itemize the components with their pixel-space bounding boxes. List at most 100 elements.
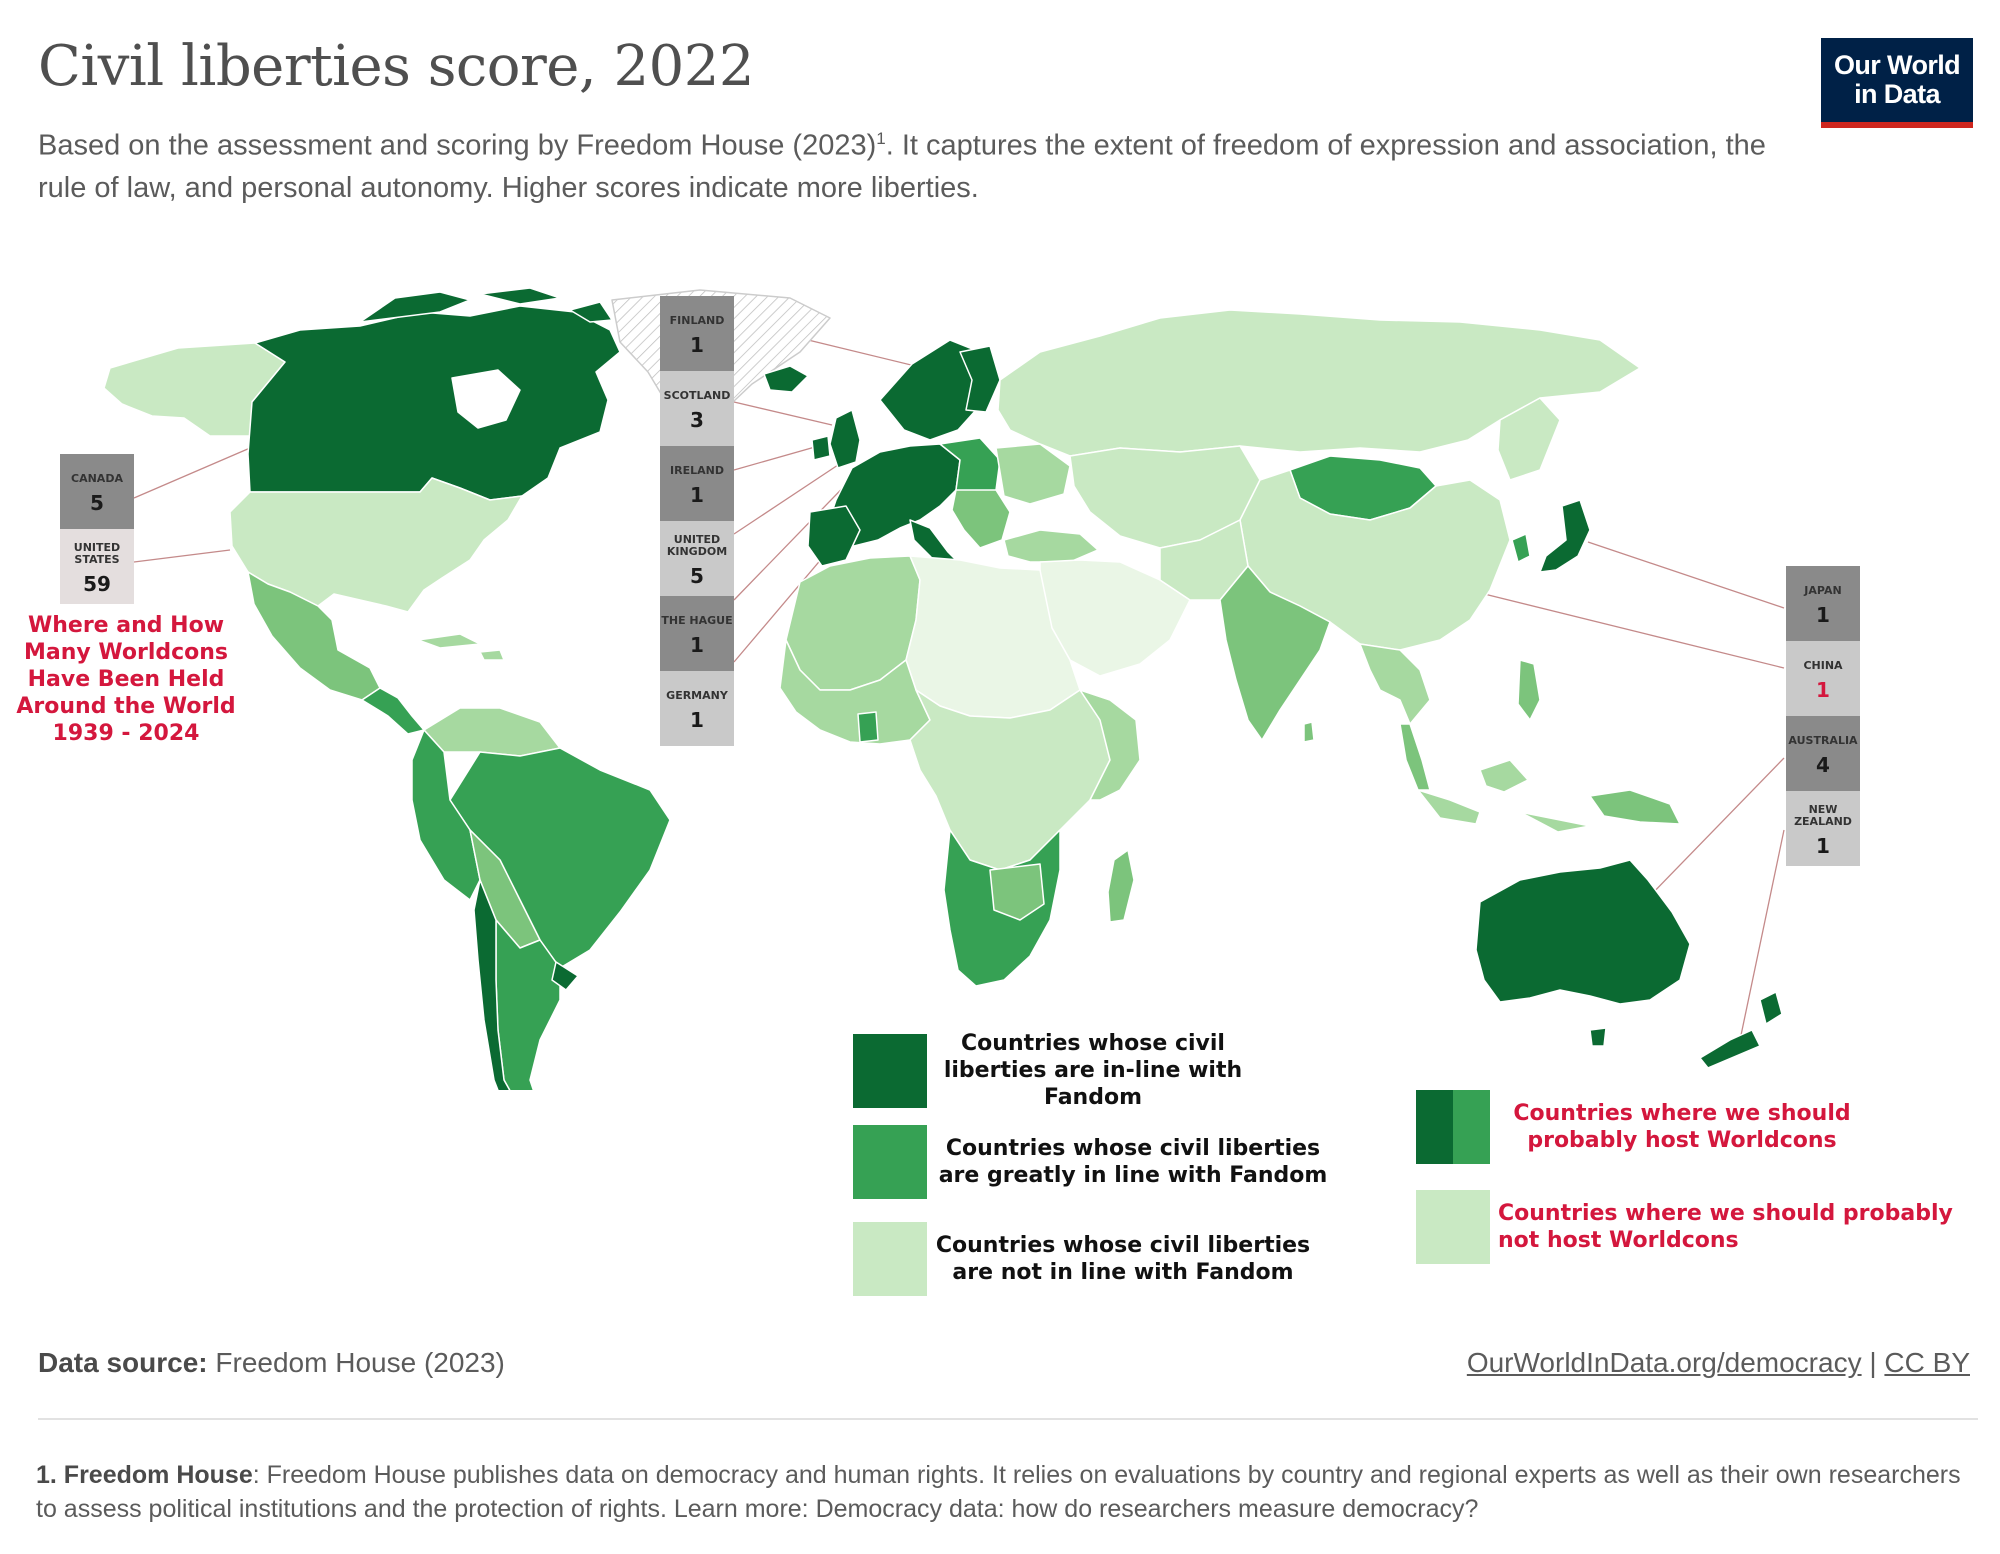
worldcon-cell-united-kingdom: United Kingdom 5: [660, 521, 734, 596]
legend-swatch-light: [853, 1222, 927, 1296]
logo-line-1: Our World: [1833, 50, 1961, 80]
indonesia[interactable]: [1417, 759, 1591, 833]
owid-logo[interactable]: Our World in Data: [1821, 38, 1973, 128]
balkans[interactable]: [951, 489, 1011, 549]
source-value: Freedom House (2023): [215, 1347, 505, 1378]
worldcon-stack-europe: Finland 1 Scotland 3 Ireland 1 United Kingdom 5…: [660, 296, 734, 746]
worldcon-cell-scotland: Scotland 3: [660, 371, 734, 446]
worldcon-count-japan: 1: [1816, 602, 1830, 627]
host-label-should: Countries where we should probably host …: [1513, 1101, 1851, 1153]
footnote-label: 1. Freedom House: [36, 1461, 253, 1489]
worldcon-cell-china: China 1: [1786, 641, 1860, 716]
canada[interactable]: [247, 305, 621, 501]
data-source: Data source: Freedom House (2023): [38, 1347, 505, 1379]
footnote-marker[interactable]: 1: [876, 129, 886, 148]
worldcon-cell-new-zealand: New Zealand 1: [1786, 791, 1860, 866]
worldcon-count-united-states: 59: [83, 571, 111, 596]
worldcon-stack-americas: Canada 5 United States 59: [60, 454, 134, 604]
footnote: 1. Freedom House: Freedom House publishe…: [36, 1458, 1966, 1526]
hudson-bay: [451, 369, 521, 429]
logo-line-2: in Data: [1854, 79, 1940, 109]
finland[interactable]: [959, 345, 1001, 413]
worldcon-count-scotland: 3: [690, 407, 704, 432]
andes-west[interactable]: [411, 729, 481, 901]
legend-label-greatly: Countries whose civil liberties are grea…: [938, 1136, 1328, 1188]
chart-title: Civil liberties score, 2022: [38, 34, 755, 99]
leader-line-uk: [733, 464, 839, 535]
worldcon-country-the-hague: The Hague: [661, 613, 733, 627]
worldcon-count-finland: 1: [690, 332, 704, 357]
land-masses: [103, 287, 1783, 1090]
japan[interactable]: [1539, 499, 1591, 573]
southern-africa-inner[interactable]: [989, 863, 1045, 921]
philippines[interactable]: [1517, 659, 1541, 721]
leader-line-scotland: [733, 401, 833, 426]
turkey[interactable]: [1003, 529, 1099, 563]
worldcon-cell-finland: Finland 1: [660, 296, 734, 371]
australia[interactable]: [1475, 859, 1691, 1005]
worldcon-cell-australia: Australia 4: [1786, 716, 1860, 791]
chart-subtitle: Based on the assessment and scoring by F…: [38, 118, 1798, 209]
india[interactable]: [1219, 565, 1331, 741]
tasmania[interactable]: [1589, 1027, 1607, 1047]
subtitle-text: Based on the assessment and scoring by F…: [38, 129, 877, 162]
leader-line-nz: [1739, 829, 1785, 1041]
canada-arctic-islands[interactable]: [359, 287, 613, 323]
iceland[interactable]: [763, 365, 809, 393]
russia-far-east[interactable]: [1497, 397, 1561, 481]
east-africa[interactable]: [1079, 689, 1141, 801]
sri-lanka[interactable]: [1303, 721, 1315, 743]
leader-line-canada: [133, 447, 251, 499]
worldcon-country-new-zealand: New Zealand: [1794, 802, 1852, 828]
legend-swatch-mid: [853, 1125, 927, 1199]
uruguay[interactable]: [551, 961, 579, 991]
subtitle-text-continued: . It captures the extent of freedom of e…: [38, 129, 1766, 204]
worldcon-count-new-zealand: 1: [1816, 833, 1830, 858]
worldcon-count-australia: 4: [1816, 752, 1830, 777]
legend-item-not: Countries whose civil liberties are not …: [853, 1222, 1313, 1296]
footnote-text: : Freedom House publishes data on democr…: [36, 1461, 1961, 1523]
worldcon-country-germany: Germany: [666, 688, 728, 702]
leader-line-china: [1459, 587, 1785, 669]
worldcon-country-united-kingdom: United Kingdom: [666, 532, 728, 558]
host-legend-should: Countries where we should probably host …: [1416, 1090, 1862, 1164]
worldcon-country-scotland: Scotland: [663, 388, 731, 402]
host-label-should-not: Countries where we should probably not h…: [1498, 1201, 1953, 1253]
leader-line-us: [133, 549, 231, 563]
iberia[interactable]: [807, 505, 861, 567]
madagascar[interactable]: [1107, 849, 1135, 923]
caribbean[interactable]: [417, 633, 505, 661]
papua[interactable]: [1589, 789, 1681, 825]
leader-line-japan: [1587, 541, 1785, 609]
malay-peninsula[interactable]: [1399, 723, 1431, 791]
alaska[interactable]: [103, 342, 286, 437]
host-swatch-light: [1416, 1190, 1490, 1264]
uk-ireland[interactable]: [811, 409, 861, 469]
world-map: Canada 5 United States 59 Finland 1 Scotland 3…: [60, 287, 1860, 1090]
legend-label-in-line: Countries whose civil liberties are in-l…: [943, 1031, 1243, 1110]
worldcon-stack-asia-pacific: Japan 1 China 1 Australia 4 New Zealand 1: [1786, 566, 1860, 866]
worldcon-country-canada: Canada: [71, 471, 123, 485]
legend-swatch-dark: [853, 1033, 927, 1108]
worldcon-count-ireland: 1: [690, 482, 704, 507]
korea[interactable]: [1511, 533, 1531, 563]
source-link-group: OurWorldInData.org/democracy | CC BY: [1467, 1347, 1970, 1379]
owid-url-link[interactable]: OurWorldInData.org/democracy: [1466, 1347, 1862, 1378]
footer-divider: [38, 1418, 1978, 1420]
host-swatch-green: [1416, 1090, 1490, 1164]
license-link[interactable]: CC BY: [1884, 1347, 1970, 1378]
central-america[interactable]: [361, 687, 425, 735]
worldcon-cell-japan: Japan 1: [1786, 566, 1860, 641]
worldcon-overlays: Canada 5 United States 59 Finland 1 Scotland 3…: [60, 296, 1860, 866]
worldcon-overlay-title: Where and How Many Worldcons Have Been H…: [16, 613, 236, 746]
legend-item-greatly: Countries whose civil liberties are grea…: [853, 1125, 1333, 1199]
chile[interactable]: [473, 879, 522, 1090]
ghana-region[interactable]: [857, 711, 879, 743]
mexico[interactable]: [247, 571, 381, 701]
host-legend-should-not: Countries where we should probably not h…: [1416, 1190, 1978, 1264]
worldcon-cell-the-hague: The Hague 1: [660, 596, 734, 671]
new-zealand[interactable]: [1699, 991, 1783, 1069]
worldcon-country-china: China: [1803, 658, 1843, 672]
worldcon-count-united-kingdom: 5: [690, 563, 704, 588]
worldcon-cell-united-states: United States 59: [60, 529, 134, 604]
